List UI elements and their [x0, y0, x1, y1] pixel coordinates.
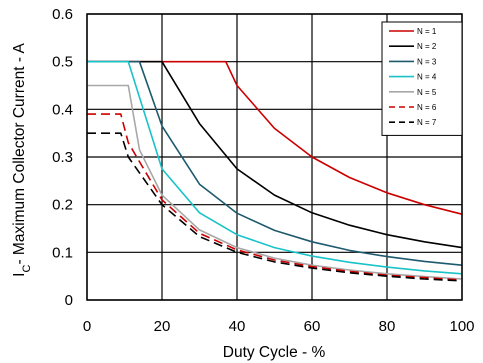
series-line [87, 132, 463, 282]
legend: N = 1 N = 2 N = 3 N = 4 N = 5 N = 6 N = 7 [381, 21, 463, 136]
x-tick-label: 40 [229, 318, 246, 335]
series-line [87, 60, 463, 249]
y-axis-label-prefix: I [11, 273, 28, 277]
y-tick-label: 0 [65, 292, 73, 309]
y-axis-label: IC- Maximum Collector Current - A [11, 43, 33, 277]
legend-label: N = 5 [417, 88, 437, 97]
series-line [87, 60, 463, 275]
y-tick-label: 0.4 [52, 101, 73, 118]
legend-label: N = 4 [417, 73, 437, 82]
series-line [87, 60, 463, 266]
y-tick-labels: 0 0.1 0.2 0.3 0.4 0.5 0.6 [52, 6, 73, 309]
legend-label: N = 1 [417, 27, 437, 36]
legend-box [381, 21, 463, 136]
x-tick-label: 100 [449, 318, 474, 335]
series-line [87, 113, 463, 281]
y-axis-label-rest: - Maximum Collector Current - A [11, 43, 28, 265]
x-tick-label: 60 [304, 318, 321, 335]
y-tick-label: 0.1 [52, 244, 73, 261]
y-axis-label-subscript: C [21, 265, 33, 273]
x-tick-label: 20 [154, 318, 171, 335]
series-line [87, 84, 463, 280]
legend-label: N = 6 [417, 103, 437, 112]
y-tick-label: 0.5 [52, 54, 73, 71]
y-tick-label: 0.3 [52, 149, 73, 166]
legend-label: N = 3 [417, 57, 437, 66]
legend-label: N = 7 [417, 118, 437, 127]
legend-label: N = 2 [417, 42, 437, 51]
x-tick-labels: 0 20 40 60 80 100 [83, 318, 475, 335]
series-line [87, 60, 463, 215]
plot-frame [86, 13, 463, 301]
x-tick-label: 80 [379, 318, 396, 335]
y-tick-label: 0.6 [52, 6, 73, 23]
y-tick-label: 0.2 [52, 197, 73, 214]
x-tick-label: 0 [83, 318, 91, 335]
series-lines [87, 60, 463, 282]
x-axis-label: Duty Cycle - % [223, 344, 326, 361]
